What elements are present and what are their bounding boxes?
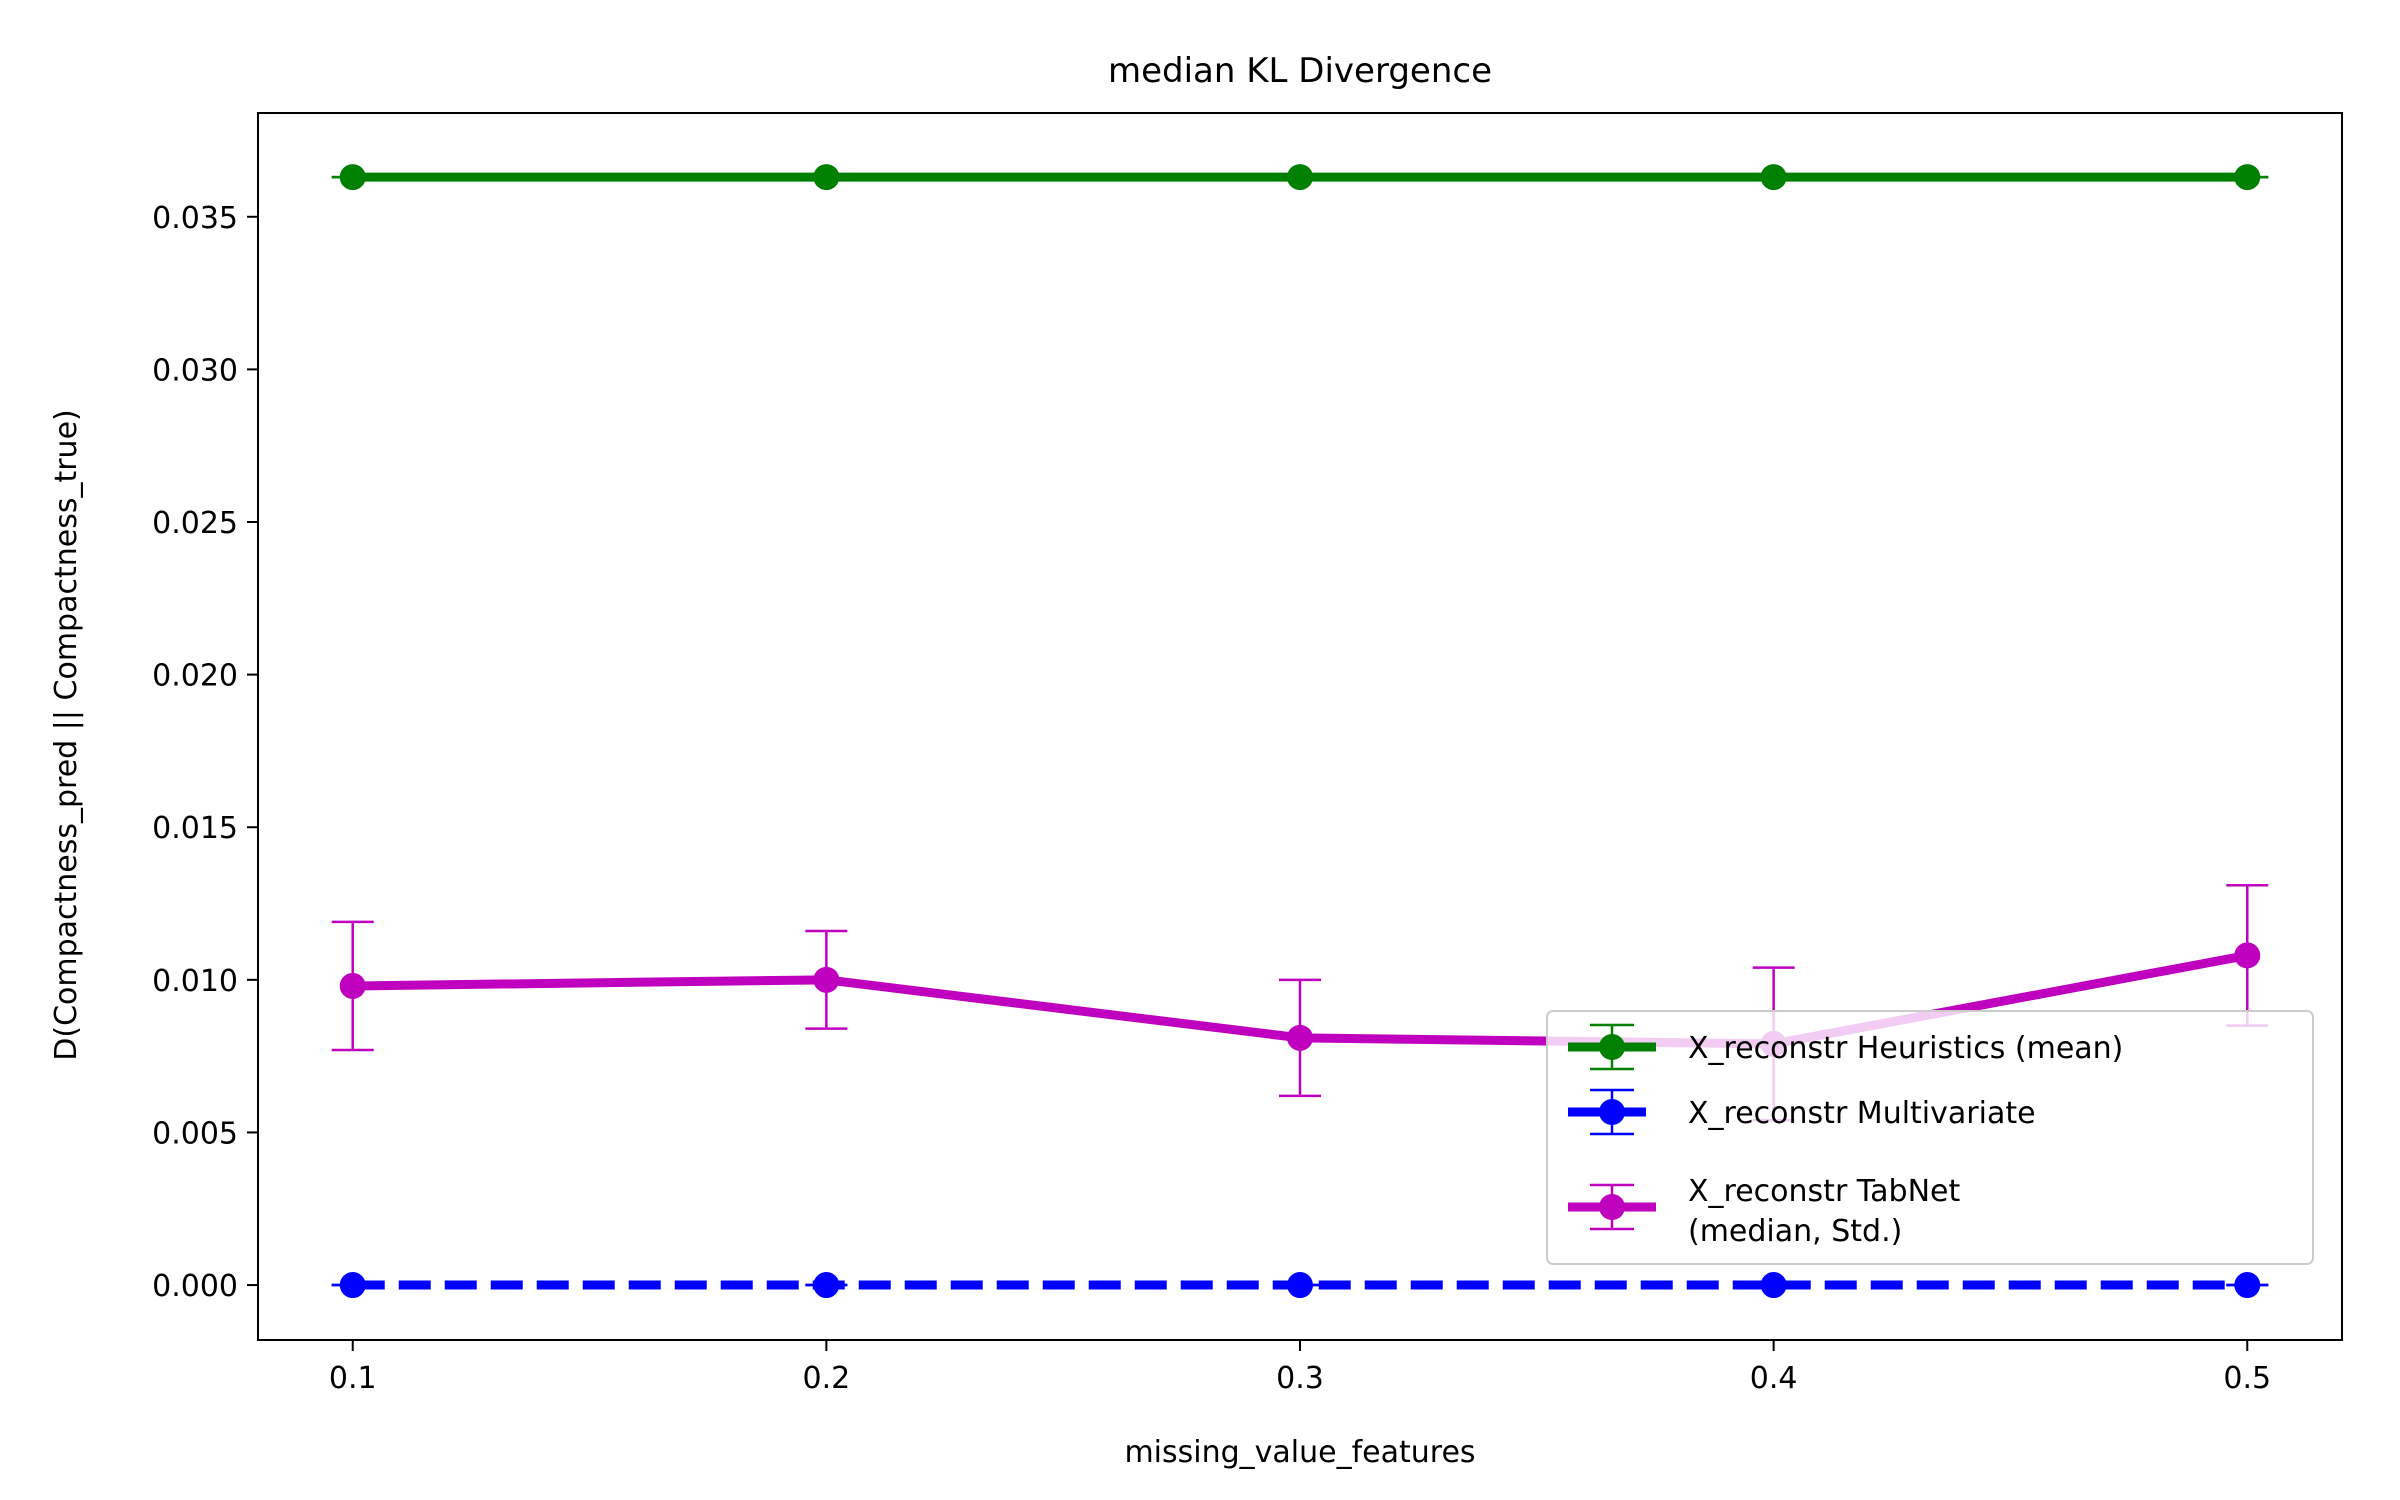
legend-marker: [1599, 1194, 1625, 1220]
data-point: [2234, 1272, 2261, 1299]
data-point: [339, 1272, 366, 1299]
y-tick-label: 0.035: [152, 201, 238, 236]
x-axis-label: missing_value_features: [1124, 1435, 1475, 1470]
legend-entry-3: X_reconstr TabNet (median, Std.): [1568, 1174, 1960, 1249]
y-axis-label: D(Compactness_pred || Compactness_true): [49, 409, 84, 1060]
legend-label: (median, Std.): [1688, 1214, 1902, 1249]
y-tick-label: 0.015: [152, 811, 238, 846]
legend-entry-1: X_reconstr Heuristics (mean): [1568, 1023, 2123, 1071]
data-point: [813, 1272, 840, 1299]
legend-label: X_reconstr Multivariate: [1688, 1096, 2036, 1131]
data-point: [2234, 942, 2261, 969]
y-tick-label: 0.030: [152, 353, 238, 388]
series-1: [331, 164, 2269, 191]
x-tick-label: 0.1: [329, 1361, 377, 1396]
y-tick-label: 0.020: [152, 659, 238, 694]
legend-entry-2: X_reconstr Multivariate: [1568, 1088, 2036, 1136]
x-tick-label: 0.4: [1750, 1361, 1798, 1396]
data-point: [1287, 164, 1313, 191]
legend-marker: [1599, 1099, 1625, 1125]
plot-area: [331, 164, 2269, 1299]
x-tick-label: 0.2: [803, 1361, 851, 1396]
y-tick-label: 0.005: [152, 1116, 238, 1151]
axes: 0.1 0.2 0.3 0.4 0.5 0.000 0.005 0.010 0.015 0.020…: [152, 201, 2271, 1396]
y-tick-label: 0.025: [152, 506, 238, 541]
data-point: [1287, 1272, 1313, 1299]
x-tick-label: 0.5: [2223, 1361, 2271, 1396]
data-point: [2234, 164, 2261, 191]
legend-box: [1546, 1010, 2314, 1265]
series-2: [331, 1272, 2269, 1299]
chart-title: median KL Divergence: [1108, 51, 1492, 91]
y-tick-label: 0.010: [152, 964, 238, 999]
data-point: [1760, 1272, 1787, 1299]
data-point: [339, 972, 366, 999]
data-point: [1287, 1024, 1313, 1051]
legend-label: X_reconstr Heuristics (mean): [1688, 1031, 2123, 1066]
x-tick-label: 0.3: [1276, 1361, 1324, 1396]
data-point: [813, 966, 840, 993]
data-point: [339, 164, 366, 191]
data-point: [1760, 164, 1787, 191]
data-point: [813, 164, 840, 191]
legend: X_reconstr Heuristics (mean) X_reconstr M…: [1546, 1010, 2314, 1265]
legend-marker: [1599, 1034, 1625, 1060]
y-tick-label: 0.000: [152, 1269, 238, 1304]
legend-label: X_reconstr TabNet: [1688, 1174, 1960, 1209]
